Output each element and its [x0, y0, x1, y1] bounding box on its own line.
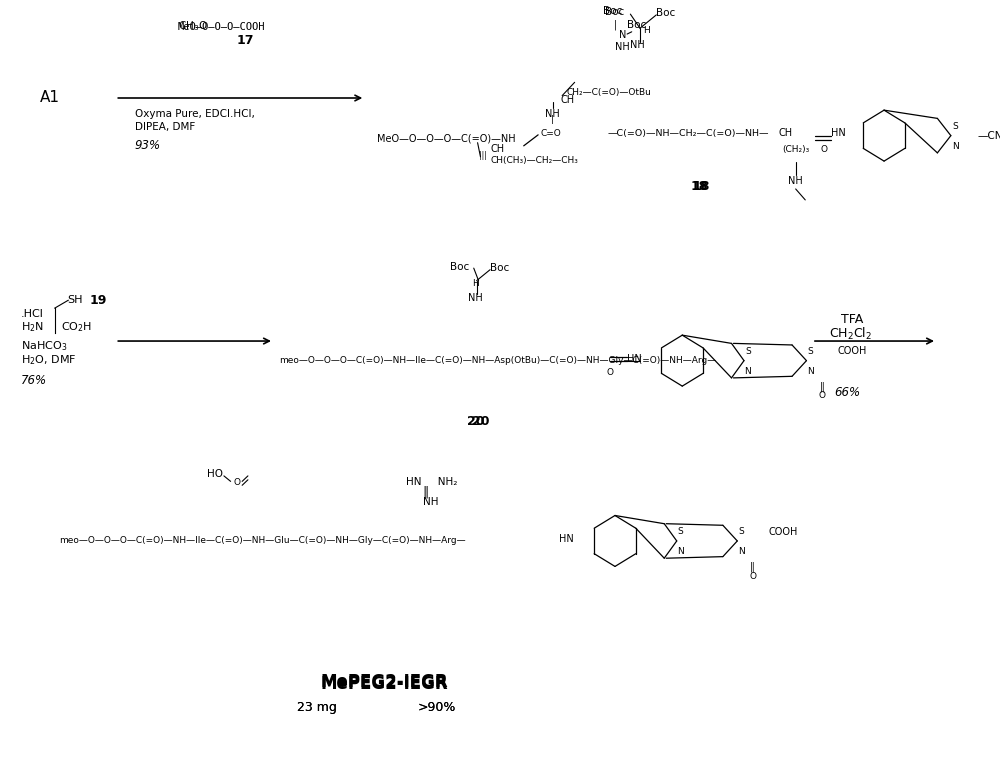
Text: 17: 17: [236, 34, 254, 47]
Text: O: O: [749, 572, 756, 581]
Text: O: O: [821, 145, 828, 154]
Text: CO$_2$H: CO$_2$H: [61, 320, 92, 334]
Text: N: N: [807, 367, 814, 376]
Text: Oxyma Pure, EDCI.HCl,: Oxyma Pure, EDCI.HCl,: [135, 109, 254, 118]
Text: .HCl: .HCl: [21, 309, 44, 318]
Text: DIPEA, DMF: DIPEA, DMF: [135, 122, 195, 132]
Text: MePEG2-IEGR: MePEG2-IEGR: [321, 675, 448, 692]
Text: 20: 20: [472, 416, 489, 428]
Text: 23 mg: 23 mg: [297, 701, 337, 713]
Text: O: O: [607, 368, 614, 377]
Text: MePEG2-IEGR: MePEG2-IEGR: [321, 673, 448, 691]
Text: A1: A1: [40, 90, 60, 106]
Text: CH: CH: [779, 129, 793, 138]
Text: MeO—O—O—O—C(=O)—NH: MeO—O—O—O—C(=O)—NH: [377, 134, 515, 143]
Text: NH: NH: [630, 40, 645, 49]
Text: >90%: >90%: [418, 701, 456, 713]
Text: 18: 18: [691, 180, 708, 193]
Text: 23 mg: 23 mg: [297, 701, 337, 713]
Text: COOH: COOH: [768, 527, 797, 536]
Text: C=O: C=O: [540, 129, 561, 138]
Text: |||: |||: [479, 151, 486, 160]
Text: O: O: [818, 391, 825, 401]
Text: MeO—O—O—O—COOH: MeO—O—O—O—COOH: [178, 23, 265, 32]
Text: |: |: [613, 20, 617, 31]
Text: 18: 18: [693, 180, 710, 193]
Text: ‖: ‖: [423, 485, 429, 498]
Text: NH: NH: [545, 109, 560, 118]
Text: SH: SH: [67, 296, 83, 305]
Text: H: H: [643, 26, 650, 35]
Text: H$_2$N: H$_2$N: [21, 320, 44, 334]
Text: HN: HN: [559, 535, 574, 544]
Text: HO: HO: [207, 470, 223, 479]
Text: N: N: [619, 31, 626, 40]
Text: ‖: ‖: [750, 561, 755, 572]
Text: meo—O—O—O—C(=O)—NH—Ile—C(=O)—NH—Glu—C(=O)—NH—Gly—C(=O)—NH—Arg—: meo—O—O—O—C(=O)—NH—Ile—C(=O)—NH—Glu—C(=O…: [60, 536, 466, 546]
Text: CH: CH: [490, 144, 504, 154]
Text: 20: 20: [467, 416, 484, 428]
Text: Boc: Boc: [490, 263, 509, 273]
Text: 19: 19: [89, 294, 107, 307]
Text: S: S: [745, 347, 751, 356]
Text: Boc: Boc: [603, 6, 623, 16]
Text: |: |: [551, 114, 554, 124]
Text: Boc: Boc: [450, 262, 469, 271]
Text: HN: HN: [831, 129, 846, 138]
Text: Boc: Boc: [627, 20, 646, 30]
Text: CH(CH₃)—CH₂—CH₃: CH(CH₃)—CH₂—CH₃: [490, 156, 578, 165]
Text: S: S: [738, 527, 744, 536]
Text: >90%: >90%: [418, 701, 456, 713]
Text: NH: NH: [423, 497, 438, 506]
Text: HN     NH₂: HN NH₂: [406, 477, 457, 487]
Text: CH: CH: [560, 96, 574, 105]
Text: —C(=O)—NH—CH₂—C(=O)—NH—: —C(=O)—NH—CH₂—C(=O)—NH—: [607, 129, 769, 138]
Text: COOH: COOH: [837, 347, 867, 356]
Text: N: N: [952, 142, 959, 151]
Text: CH₂—C(=O)—OtBu: CH₂—C(=O)—OtBu: [567, 88, 652, 97]
Text: ‖: ‖: [819, 381, 824, 392]
Text: HN: HN: [627, 354, 641, 364]
Text: S: S: [678, 527, 683, 536]
Text: NH: NH: [615, 42, 630, 52]
Text: TFA: TFA: [841, 314, 863, 326]
Text: NH: NH: [468, 293, 483, 303]
Text: S: S: [807, 347, 813, 356]
Text: Boc: Boc: [605, 7, 625, 16]
Text: $\mathdefault{CH_3O}$: $\mathdefault{CH_3O}$: [178, 19, 207, 33]
Text: Boc: Boc: [656, 8, 676, 17]
Text: (CH₂)₃: (CH₂)₃: [782, 145, 809, 154]
Text: N: N: [738, 547, 744, 557]
Text: CH$_2$Cl$_2$: CH$_2$Cl$_2$: [829, 326, 872, 342]
Text: N: N: [677, 547, 684, 557]
Text: 93%: 93%: [135, 139, 161, 151]
Text: 76%: 76%: [21, 374, 47, 387]
Text: O: O: [234, 477, 241, 487]
Text: H$_2$O, DMF: H$_2$O, DMF: [21, 353, 77, 367]
Text: meo—O—O—O—C(=O)—NH—Ile—C(=O)—NH—Asp(OtBu)—C(=O)—NH—Gly—C(=O)—NH—Arg—: meo—O—O—O—C(=O)—NH—Ile—C(=O)—NH—Asp(OtBu…: [279, 356, 716, 365]
Text: 66%: 66%: [834, 386, 860, 398]
Text: H: H: [472, 279, 479, 289]
Text: N: N: [744, 367, 751, 376]
Text: —CN: —CN: [978, 131, 1000, 140]
Text: NH: NH: [788, 176, 803, 186]
Text: NaHCO$_3$: NaHCO$_3$: [21, 339, 68, 354]
Text: S: S: [953, 122, 959, 131]
